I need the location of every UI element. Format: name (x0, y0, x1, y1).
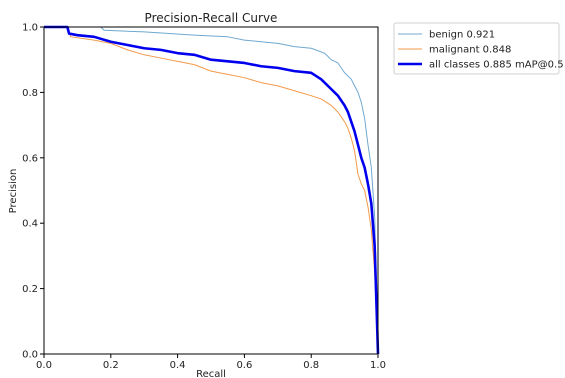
legend-label: all classes 0.885 mAP@0.5 (429, 60, 564, 71)
series-line-malignant (44, 26, 379, 355)
y-tick-label: 0.0 (22, 350, 38, 361)
x-tick-label: 0.6 (236, 360, 252, 371)
series-line-benign (44, 26, 379, 355)
x-tick-label: 1.0 (370, 360, 386, 371)
plot-frame (43, 26, 379, 355)
legend-label: malignant 0.848 (429, 45, 511, 56)
legend-box (393, 22, 560, 75)
y-tick-label: 0.8 (22, 88, 38, 99)
y-tick-label: 0.6 (22, 153, 38, 164)
chart-title: Precision-Recall Curve (145, 11, 278, 25)
y-tick-label: 1.0 (22, 23, 38, 34)
y-tick-label: 0.2 (22, 284, 38, 295)
x-tick-label: 0.4 (170, 360, 186, 371)
y-axis-title: Precision (8, 169, 19, 214)
y-axis-ticks: 0.0 0.2 0.4 0.6 0.8 1.0 (22, 23, 44, 361)
x-axis-title: Recall (196, 369, 226, 378)
legend: benign 0.921 malignant 0.848 all classes 0… (393, 22, 564, 75)
x-axis-ticks: 0.0 0.2 0.4 0.6 0.8 1.0 (36, 354, 386, 371)
y-tick-label: 0.4 (22, 219, 38, 230)
legend-label: benign 0.921 (429, 30, 495, 41)
series-layer (44, 25, 380, 355)
x-tick-label: 0.8 (303, 360, 319, 371)
x-tick-label: 0.2 (103, 360, 119, 371)
series-line-all-classes (44, 25, 380, 355)
x-tick-label: 0.0 (36, 360, 52, 371)
